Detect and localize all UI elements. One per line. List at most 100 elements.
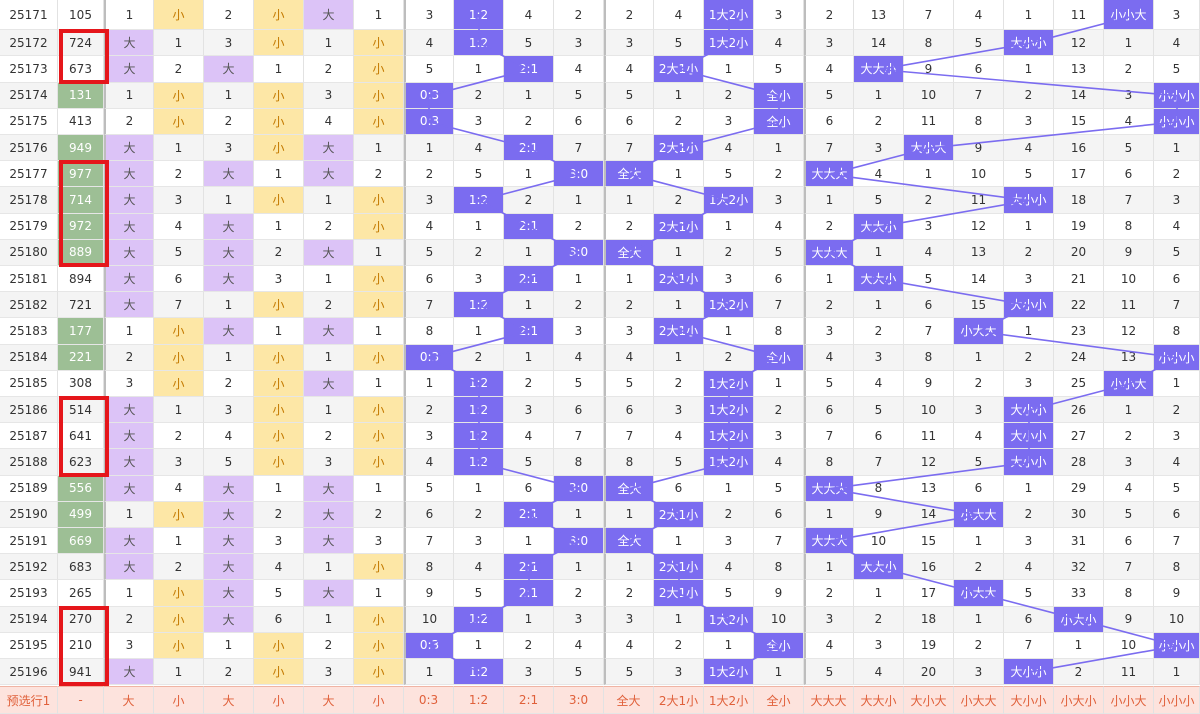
- trend-cell: 29: [1054, 475, 1104, 502]
- trend-cell: 4: [304, 108, 354, 135]
- trend-cell: 2: [154, 554, 204, 581]
- trend-cell: 8: [1104, 213, 1154, 240]
- draw-number-cell: 724: [58, 30, 104, 57]
- trend-cell: 6: [504, 475, 554, 502]
- trend-cell: 1: [1154, 135, 1200, 162]
- trend-cell: 2: [854, 318, 904, 345]
- trend-cell: 2: [204, 108, 254, 135]
- trend-cell: 大小小: [1004, 659, 1054, 686]
- issue-cell: 25187: [0, 423, 58, 450]
- trend-cell: 8: [404, 318, 454, 345]
- trend-cell: 5: [704, 580, 754, 607]
- trend-cell: 1:2: [454, 397, 504, 424]
- trend-cell: 1: [504, 161, 554, 188]
- trend-cell: 1: [604, 266, 654, 293]
- footer-option: 大大大: [804, 686, 854, 714]
- trend-cell: 大: [204, 580, 254, 607]
- trend-cell: 8: [604, 449, 654, 476]
- trend-cell: 3: [704, 108, 754, 135]
- trend-cell: 小: [154, 108, 204, 135]
- trend-cell: 小: [154, 318, 204, 345]
- draw-number-cell: 514: [58, 397, 104, 424]
- trend-cell: 2: [604, 580, 654, 607]
- trend-cell: 2: [754, 397, 804, 424]
- trend-cell: 1: [304, 606, 354, 633]
- trend-cell: 大: [104, 56, 154, 83]
- trend-cell: 7: [1004, 632, 1054, 659]
- trend-cell: 21: [1054, 266, 1104, 293]
- trend-cell: 全小: [754, 632, 804, 659]
- footer-option: -: [58, 686, 104, 714]
- trend-cell: 5: [554, 370, 604, 397]
- trend-cell: 6: [554, 397, 604, 424]
- draw-number-cell: 105: [58, 0, 104, 31]
- trend-cell: 2: [604, 0, 654, 31]
- trend-cell: 4: [704, 554, 754, 581]
- trend-cell: 小: [254, 30, 304, 57]
- trend-cell: 2: [704, 82, 754, 109]
- trend-cell: 1大2小: [704, 449, 754, 476]
- trend-cell: 1: [254, 56, 304, 83]
- trend-cell: 小小小: [1154, 344, 1200, 371]
- draw-number-cell: 977: [58, 161, 104, 188]
- trend-cell: 4: [854, 161, 904, 188]
- trend-cell: 2: [754, 161, 804, 188]
- trend-cell: 1: [304, 30, 354, 57]
- trend-cell: 2: [1104, 423, 1154, 450]
- trend-cell: 3: [104, 370, 154, 397]
- trend-cell: 1: [454, 318, 504, 345]
- trend-cell: 1:2: [454, 423, 504, 450]
- trend-cell: 小: [254, 659, 304, 686]
- trend-cell: 4: [554, 344, 604, 371]
- trend-cell: 小: [154, 82, 204, 109]
- trend-cell: 1:2: [454, 659, 504, 686]
- trend-cell: 大: [204, 56, 254, 83]
- trend-cell: 5: [604, 82, 654, 109]
- trend-cell: 1: [254, 318, 304, 345]
- trend-cell: 6: [1004, 606, 1054, 633]
- trend-cell: 1: [1104, 30, 1154, 57]
- trend-cell: 3: [1004, 528, 1054, 555]
- trend-cell: 3: [1004, 370, 1054, 397]
- trend-cell: 14: [854, 30, 904, 57]
- issue-cell: 25179: [0, 213, 58, 240]
- trend-cell: 5: [204, 449, 254, 476]
- trend-cell: 3: [954, 659, 1004, 686]
- footer-option: 2:1: [504, 686, 554, 714]
- trend-cell: 2: [854, 606, 904, 633]
- trend-cell: 2:1: [504, 318, 554, 345]
- draw-number-cell: 177: [58, 318, 104, 345]
- trend-cell: 2: [954, 554, 1004, 581]
- trend-cell: 5: [404, 475, 454, 502]
- trend-cell: 1: [504, 528, 554, 555]
- trend-cell: 大: [104, 161, 154, 188]
- trend-cell: 小: [354, 554, 404, 581]
- trend-cell: 8: [404, 554, 454, 581]
- trend-cell: 1: [304, 554, 354, 581]
- trend-cell: 9: [1154, 580, 1200, 607]
- issue-cell: 25196: [0, 659, 58, 686]
- trend-cell: 1: [404, 135, 454, 162]
- trend-cell: 2: [104, 606, 154, 633]
- trend-cell: 大: [204, 528, 254, 555]
- trend-cell: 大: [304, 318, 354, 345]
- trend-cell: 0:3: [404, 632, 454, 659]
- trend-cell: 大大大: [804, 239, 854, 266]
- trend-cell: 大: [204, 318, 254, 345]
- trend-cell: 1: [554, 554, 604, 581]
- trend-cell: 6: [954, 475, 1004, 502]
- trend-cell: 3: [1154, 187, 1200, 214]
- trend-cell: 1: [454, 475, 504, 502]
- trend-cell: 全小: [754, 344, 804, 371]
- trend-cell: 9: [904, 56, 954, 83]
- trend-cell: 小小大: [1104, 370, 1154, 397]
- trend-cell: 3: [404, 423, 454, 450]
- trend-cell: 2大1小: [654, 554, 704, 581]
- trend-cell: 1: [304, 397, 354, 424]
- trend-cell: 小: [254, 370, 304, 397]
- trend-cell: 5: [854, 397, 904, 424]
- issue-cell: 25175: [0, 108, 58, 135]
- trend-cell: 1:2: [454, 187, 504, 214]
- trend-cell: 1大2小: [704, 606, 754, 633]
- trend-cell: 10: [854, 528, 904, 555]
